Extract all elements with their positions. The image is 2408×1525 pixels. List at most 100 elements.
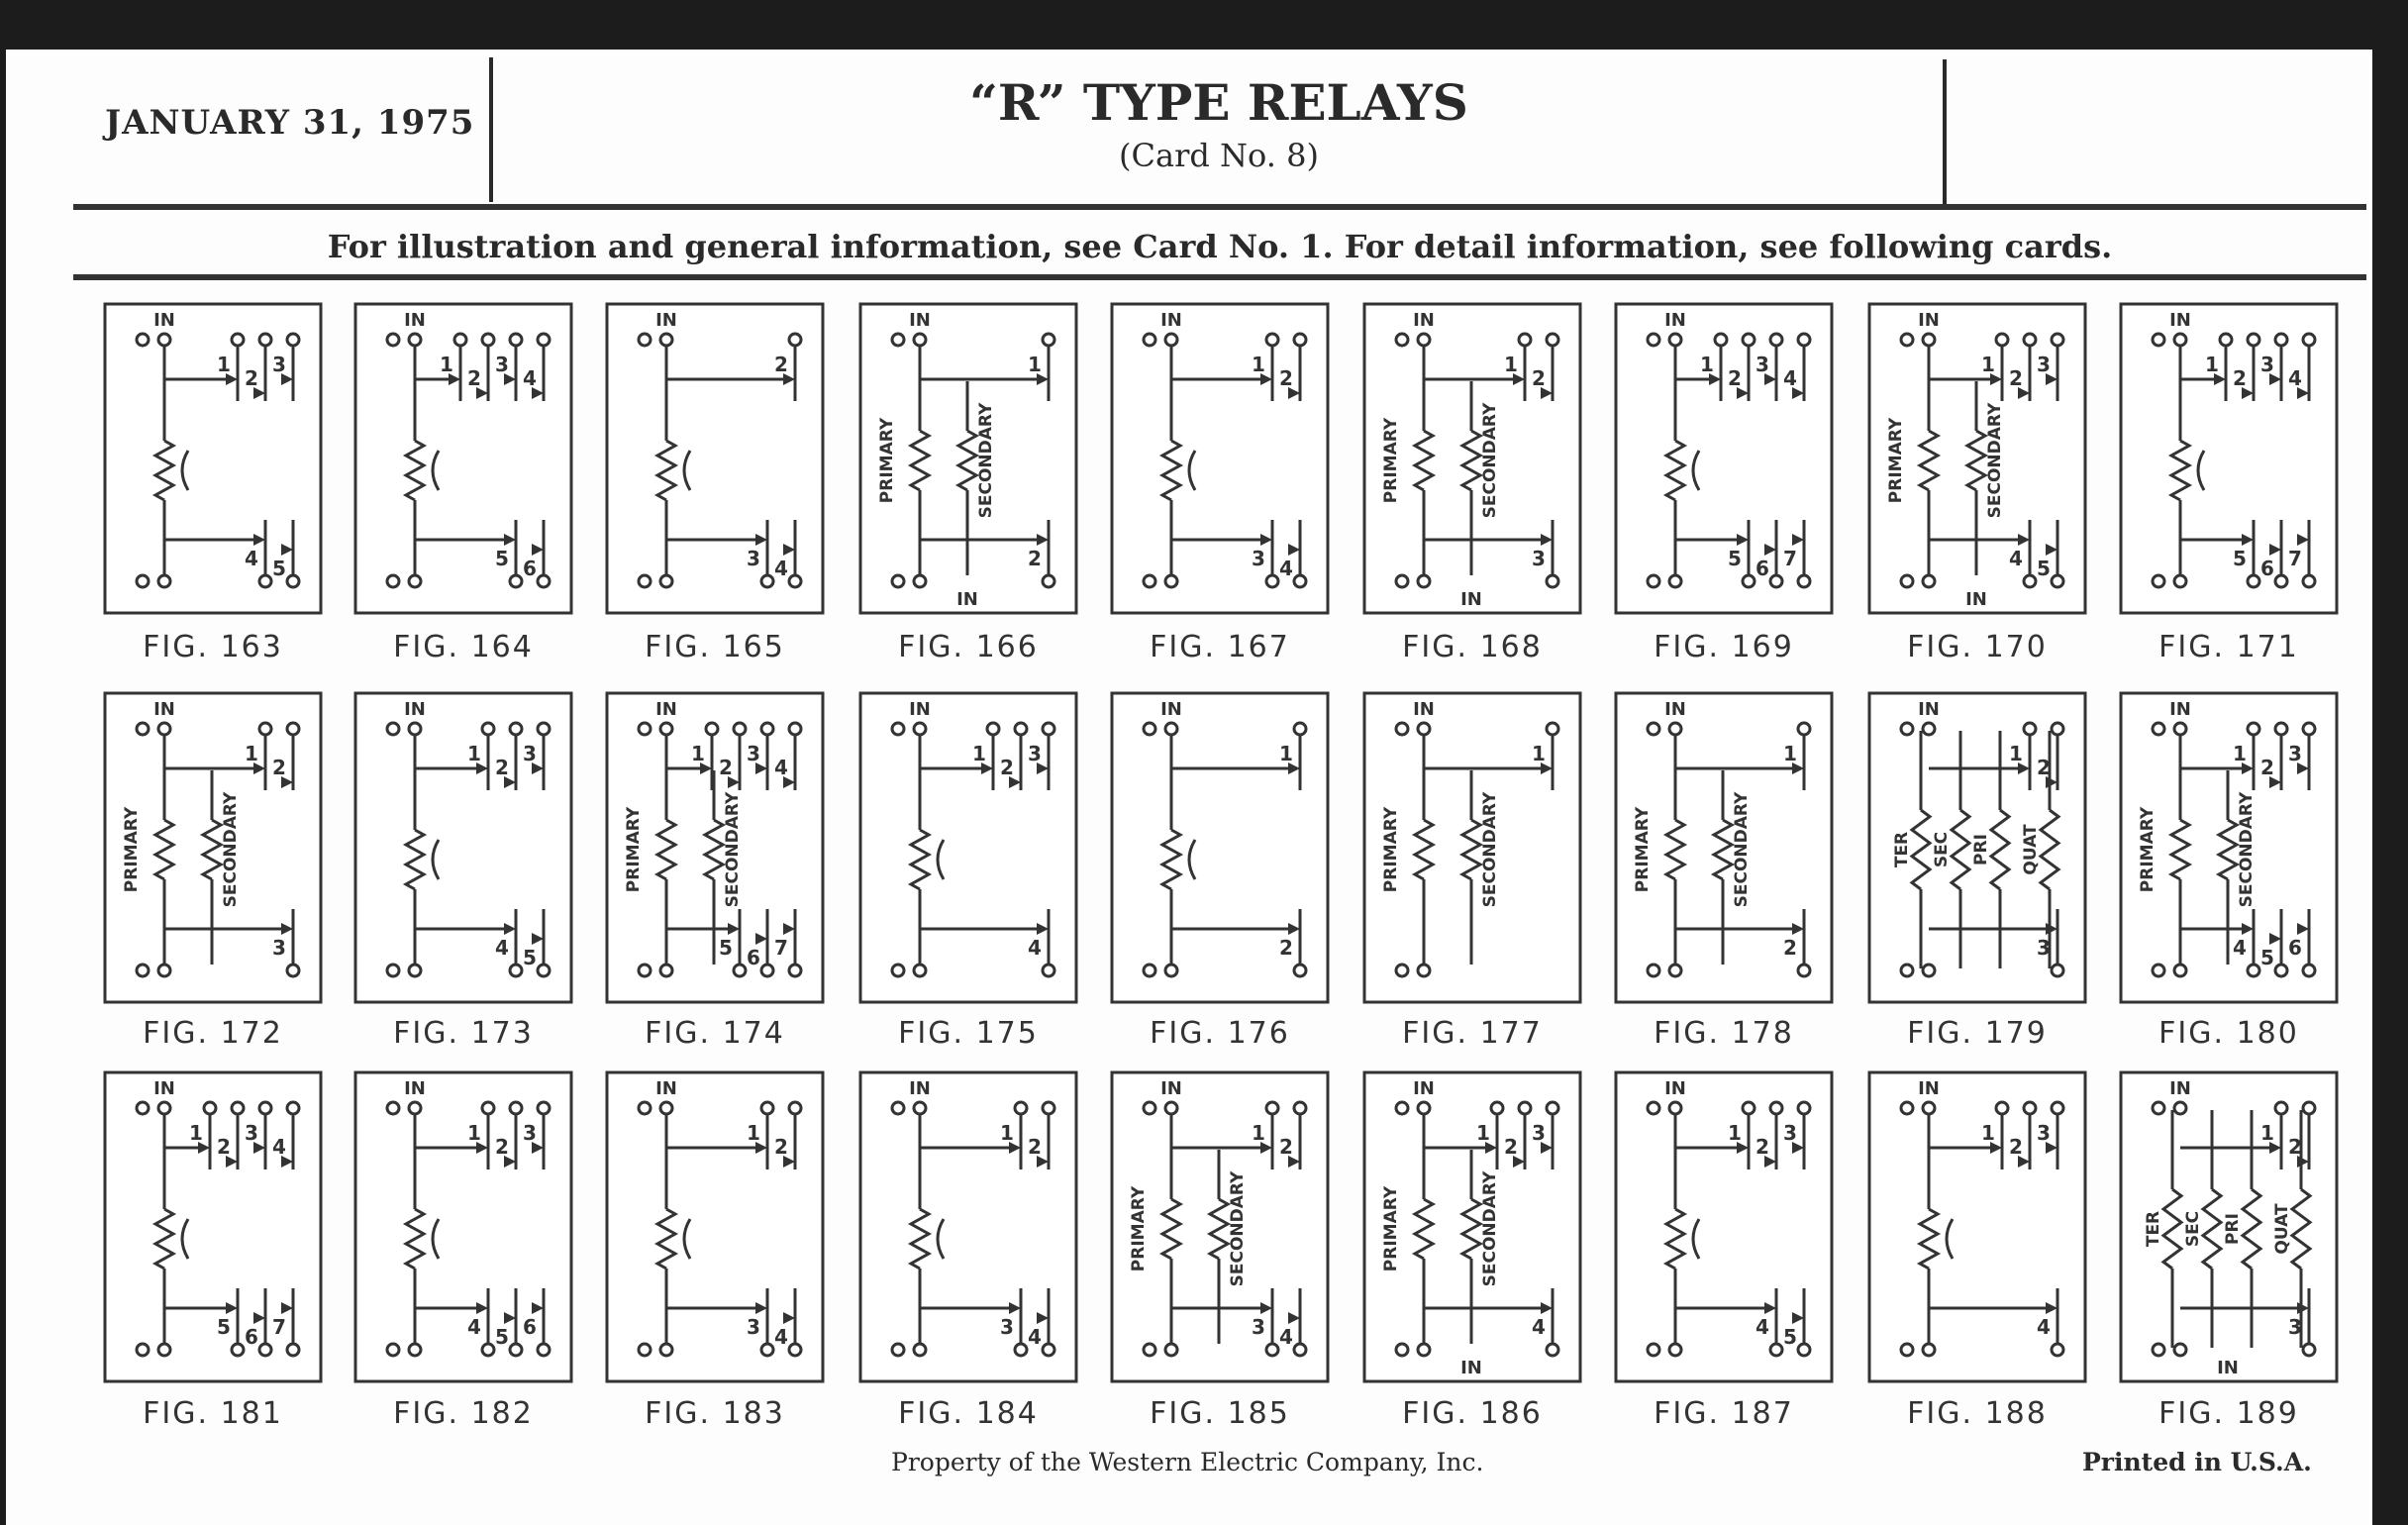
figure-label: FIG. 185 bbox=[1150, 1396, 1290, 1431]
contact-number: 3 bbox=[1252, 547, 1265, 570]
figure-label: FIG. 165 bbox=[645, 630, 785, 664]
relay-figure: IN 1 2 3 4 bbox=[1110, 302, 1330, 615]
terminal bbox=[1013, 721, 1029, 737]
arrow-icon bbox=[1037, 373, 1049, 385]
arrow-icon bbox=[476, 1302, 488, 1314]
contact-number: 3 bbox=[2037, 1121, 2051, 1145]
arrow-icon bbox=[253, 534, 265, 546]
arrow-icon bbox=[2297, 762, 2309, 774]
terminal bbox=[536, 1100, 552, 1116]
arrow-icon bbox=[2018, 387, 2030, 399]
contact-number: 2 bbox=[2233, 366, 2247, 390]
contact-number: 2 bbox=[1279, 1135, 1293, 1159]
armature-arrow-icon bbox=[1691, 1218, 1701, 1260]
terminal bbox=[2301, 1100, 2317, 1116]
relay-schematic: IN TER SEC PRI QUAT 12 3 bbox=[1867, 691, 2087, 1004]
terminal bbox=[1646, 332, 1661, 348]
relay-schematic: IN PRIMARY SECONDARY 12 3 bbox=[103, 691, 323, 1004]
arrow-icon bbox=[476, 762, 488, 774]
arrow-icon bbox=[1764, 1302, 1776, 1314]
contact-number: 5 bbox=[2233, 547, 2247, 570]
terminal bbox=[257, 332, 273, 348]
arrow-icon bbox=[2269, 933, 2281, 945]
contact-number: 4 bbox=[2233, 936, 2247, 960]
terminal bbox=[407, 1342, 423, 1358]
in-label: IN bbox=[404, 1078, 426, 1099]
contact-number: 6 bbox=[2260, 557, 2274, 580]
contact-number: 1 bbox=[245, 742, 258, 765]
arrow-icon bbox=[504, 776, 516, 788]
contact-number: 1 bbox=[1476, 1121, 1490, 1145]
contact-number: 4 bbox=[1532, 1315, 1546, 1339]
in-label: IN bbox=[404, 699, 426, 720]
coil-winding bbox=[1909, 808, 1933, 891]
arrow-icon bbox=[1513, 1156, 1525, 1168]
terminal bbox=[385, 1100, 401, 1116]
arrow-icon bbox=[755, 933, 767, 945]
coil-label: SECONDARY bbox=[1480, 1170, 1500, 1286]
contact-number: 4 bbox=[1028, 1325, 1042, 1349]
coil-label: PRIMARY bbox=[877, 417, 897, 503]
relay-figure: IN 1 2 3 4 bbox=[605, 1070, 825, 1383]
info-rule bbox=[73, 274, 2366, 280]
terminal bbox=[508, 1100, 524, 1116]
relay-figure: IN 1 2 3 4 5 6 7 bbox=[2119, 302, 2339, 615]
coil-label: SECONDARY bbox=[976, 402, 996, 518]
terminal bbox=[1264, 332, 1280, 348]
contact-number: 2 bbox=[2009, 366, 2023, 390]
terminal bbox=[2246, 332, 2261, 348]
terminal bbox=[1796, 332, 1812, 348]
figure-label: FIG. 174 bbox=[645, 1016, 785, 1051]
terminal bbox=[787, 332, 803, 348]
relay-schematic: IN 1 2 bbox=[1110, 691, 1330, 1004]
figure-label: FIG. 183 bbox=[645, 1396, 785, 1431]
coil-label: PRIMARY bbox=[1633, 806, 1653, 892]
coil-winding bbox=[653, 818, 679, 881]
contact-number: 2 bbox=[495, 756, 509, 779]
terminal bbox=[1416, 332, 1432, 348]
terminal bbox=[912, 1342, 928, 1358]
terminal bbox=[230, 1100, 246, 1116]
in-label: IN bbox=[1664, 310, 1686, 331]
terminal bbox=[2301, 1342, 2317, 1358]
terminal bbox=[285, 721, 301, 737]
terminal bbox=[508, 963, 524, 978]
terminal bbox=[2151, 963, 2166, 978]
terminal bbox=[787, 573, 803, 589]
terminal bbox=[1264, 573, 1280, 589]
terminal bbox=[1667, 1100, 1683, 1116]
contact-number: 4 bbox=[1279, 557, 1293, 580]
terminal bbox=[285, 332, 301, 348]
arrow-icon bbox=[2046, 544, 2057, 556]
contact-number: 1 bbox=[691, 742, 705, 765]
info-note: For illustration and general information… bbox=[327, 228, 2113, 265]
coil-label: SECONDARY bbox=[2237, 791, 2257, 907]
figure-frame bbox=[2119, 302, 2339, 615]
relay-figure: IN 2 3 4 bbox=[605, 302, 825, 615]
terminal bbox=[2050, 963, 2065, 978]
arrow-icon bbox=[728, 776, 740, 788]
coil-label: TER bbox=[2144, 1211, 2163, 1247]
arrow-icon bbox=[783, 1312, 795, 1324]
terminal bbox=[480, 721, 496, 737]
coil-winding bbox=[701, 818, 727, 881]
arrow-icon bbox=[476, 387, 488, 399]
terminal bbox=[2151, 1342, 2166, 1358]
terminal bbox=[637, 721, 652, 737]
terminal bbox=[985, 721, 1001, 737]
terminal bbox=[135, 1100, 150, 1116]
terminal bbox=[2246, 721, 2261, 737]
in-label: IN bbox=[153, 1078, 175, 1099]
terminal bbox=[285, 573, 301, 589]
contact-number: 4 bbox=[1028, 936, 1042, 960]
contact-number: 3 bbox=[747, 1315, 760, 1339]
contact-number: 2 bbox=[2260, 756, 2274, 779]
in-label: IN bbox=[655, 699, 677, 720]
relay-figure: IN 1 2 3 4 bbox=[858, 691, 1078, 1004]
arrow-icon bbox=[1009, 1302, 1021, 1314]
terminal bbox=[890, 1100, 906, 1116]
